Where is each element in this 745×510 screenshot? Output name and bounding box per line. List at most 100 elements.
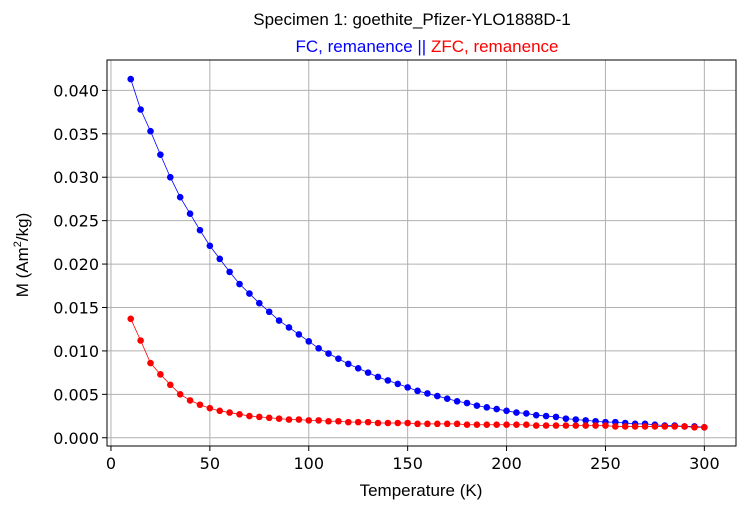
y-axis-label: M (Am2/kg) bbox=[12, 213, 32, 298]
grid bbox=[107, 60, 736, 446]
data-point-fc bbox=[572, 416, 580, 423]
data-point-zfc bbox=[315, 417, 322, 424]
y-tick-label: 0.000 bbox=[53, 429, 99, 448]
data-point-fc bbox=[216, 255, 224, 263]
subtitle-zfc: ZFC, remanence bbox=[431, 37, 559, 56]
data-point-zfc bbox=[176, 391, 184, 398]
x-tick-label: 50 bbox=[200, 454, 220, 473]
data-point-zfc bbox=[295, 416, 303, 423]
data-point-fc bbox=[236, 280, 243, 288]
data-point-fc bbox=[513, 409, 520, 416]
data-point-fc bbox=[196, 226, 204, 234]
data-point-zfc bbox=[305, 417, 313, 424]
data-point-fc bbox=[295, 331, 303, 338]
data-point-fc bbox=[532, 411, 540, 419]
data-point-zfc bbox=[285, 416, 293, 423]
chart-subtitle: FC, remanence || ZFC, remanence bbox=[296, 37, 559, 56]
data-point-zfc bbox=[671, 423, 678, 430]
x-tick-label: 150 bbox=[392, 454, 423, 473]
data-point-zfc bbox=[493, 421, 500, 429]
data-point-fc bbox=[226, 268, 233, 276]
data-point-zfc bbox=[592, 422, 599, 429]
data-point-zfc bbox=[404, 419, 411, 427]
subtitle-separator: || bbox=[413, 37, 431, 56]
data-point-zfc bbox=[631, 423, 639, 430]
data-point-zfc bbox=[651, 423, 659, 430]
data-point-zfc bbox=[216, 407, 224, 415]
data-point-fc bbox=[523, 410, 530, 417]
data-point-zfc bbox=[147, 359, 154, 367]
data-point-zfc bbox=[542, 422, 550, 429]
data-point-fc bbox=[473, 402, 481, 409]
data-point-zfc bbox=[424, 420, 431, 428]
data-point-zfc bbox=[137, 337, 144, 344]
data-point-fc bbox=[285, 324, 293, 331]
data-point-zfc bbox=[681, 423, 688, 430]
data-point-zfc bbox=[394, 419, 402, 427]
data-point-fc bbox=[275, 317, 283, 324]
y-tick-label: 0.015 bbox=[53, 298, 99, 317]
data-point-zfc bbox=[552, 422, 560, 429]
data-point-zfc bbox=[354, 418, 362, 426]
data-point-zfc bbox=[265, 414, 273, 422]
plot-area-frame bbox=[106, 59, 737, 447]
data-point-zfc bbox=[186, 397, 194, 404]
y-tick-label: 0.025 bbox=[53, 212, 99, 231]
data-point-fc bbox=[157, 151, 164, 158]
x-axis-label: Temperature (K) bbox=[360, 481, 483, 500]
data-point-zfc bbox=[364, 418, 372, 426]
data-point-zfc bbox=[641, 423, 649, 430]
y-tick-label: 0.030 bbox=[53, 168, 99, 187]
data-point-fc bbox=[394, 380, 402, 388]
data-point-zfc bbox=[196, 401, 204, 409]
data-point-fc bbox=[147, 127, 154, 135]
data-point-zfc bbox=[602, 422, 609, 429]
data-point-fc bbox=[206, 242, 214, 250]
y-tick-label: 0.010 bbox=[53, 342, 99, 361]
data-point-zfc bbox=[443, 420, 451, 428]
data-point-fc bbox=[127, 75, 135, 83]
data-point-zfc bbox=[384, 419, 392, 427]
y-axis-ticks: 0.000 0.005 0.010 0.015 0.020 0.025 0.030 0.035… bbox=[53, 81, 107, 448]
data-point-zfc bbox=[582, 422, 589, 429]
data-point-zfc bbox=[127, 315, 135, 323]
data-point-fc bbox=[305, 338, 313, 345]
data-point-zfc bbox=[236, 411, 243, 418]
subtitle-fc: FC, remanence bbox=[296, 37, 413, 56]
data-point-zfc bbox=[414, 420, 421, 428]
data-point-fc bbox=[335, 355, 342, 363]
data-point-fc bbox=[493, 405, 500, 413]
data-point-fc bbox=[483, 404, 491, 411]
data-point-fc bbox=[374, 373, 382, 381]
data-point-fc bbox=[315, 345, 322, 352]
data-point-fc bbox=[424, 390, 431, 397]
x-tick-label: 300 bbox=[689, 454, 720, 473]
data-point-fc bbox=[325, 350, 332, 357]
data-point-zfc bbox=[325, 417, 332, 425]
data-point-fc bbox=[552, 413, 560, 421]
y-tick-label: 0.005 bbox=[53, 385, 99, 404]
data-point-zfc bbox=[256, 413, 263, 421]
data-point-fc bbox=[463, 399, 471, 407]
data-point-fc bbox=[434, 392, 441, 400]
data-point-zfc bbox=[503, 421, 510, 429]
data-point-zfc bbox=[691, 424, 698, 431]
data-point-zfc bbox=[661, 423, 669, 430]
data-point-fc bbox=[503, 407, 510, 415]
x-tick-label: 200 bbox=[491, 454, 522, 473]
data-point-zfc bbox=[345, 418, 352, 426]
data-point-fc bbox=[562, 415, 570, 422]
data-point-fc bbox=[364, 369, 372, 376]
data-point-zfc bbox=[453, 420, 461, 428]
data-point-zfc bbox=[621, 423, 629, 430]
data-point-zfc bbox=[523, 421, 530, 429]
data-point-fc bbox=[443, 395, 451, 402]
series-points bbox=[127, 75, 708, 431]
x-tick-label: 0 bbox=[106, 454, 116, 473]
data-point-fc bbox=[186, 210, 194, 218]
data-point-fc bbox=[256, 299, 263, 307]
y-tick-label: 0.040 bbox=[53, 81, 99, 100]
data-point-fc bbox=[384, 377, 392, 384]
